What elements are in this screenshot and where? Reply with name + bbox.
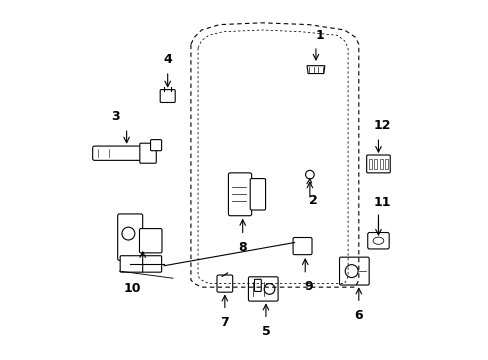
Text: 10: 10 [123, 282, 141, 295]
Text: 8: 8 [238, 241, 246, 254]
Text: 1: 1 [314, 30, 323, 42]
Bar [374, 159, 377, 169]
Text: 5: 5 [261, 325, 270, 338]
FancyBboxPatch shape [250, 179, 265, 210]
FancyBboxPatch shape [140, 143, 156, 163]
Text: 6: 6 [354, 309, 363, 321]
FancyBboxPatch shape [292, 238, 311, 255]
Bar [384, 159, 387, 169]
FancyBboxPatch shape [254, 279, 261, 292]
FancyBboxPatch shape [248, 277, 278, 301]
Ellipse shape [372, 237, 383, 244]
Text: 12: 12 [372, 119, 390, 132]
FancyBboxPatch shape [120, 256, 162, 272]
Polygon shape [306, 66, 324, 73]
FancyBboxPatch shape [366, 155, 389, 173]
Text: 9: 9 [304, 280, 312, 293]
Circle shape [305, 170, 313, 179]
FancyBboxPatch shape [217, 275, 232, 292]
Circle shape [264, 284, 274, 294]
FancyBboxPatch shape [150, 140, 162, 151]
Circle shape [345, 265, 357, 278]
FancyBboxPatch shape [93, 146, 146, 160]
Text: 7: 7 [220, 316, 229, 329]
FancyBboxPatch shape [367, 233, 388, 249]
Text: 4: 4 [163, 53, 172, 66]
FancyBboxPatch shape [339, 257, 368, 285]
Text: 11: 11 [372, 195, 390, 208]
FancyBboxPatch shape [160, 90, 175, 103]
FancyBboxPatch shape [118, 214, 142, 260]
Bar [368, 159, 371, 169]
FancyBboxPatch shape [228, 173, 251, 216]
FancyBboxPatch shape [139, 229, 162, 253]
Text: 2: 2 [308, 194, 317, 207]
Text: 3: 3 [111, 110, 120, 123]
Bar [379, 159, 382, 169]
Circle shape [122, 227, 135, 240]
